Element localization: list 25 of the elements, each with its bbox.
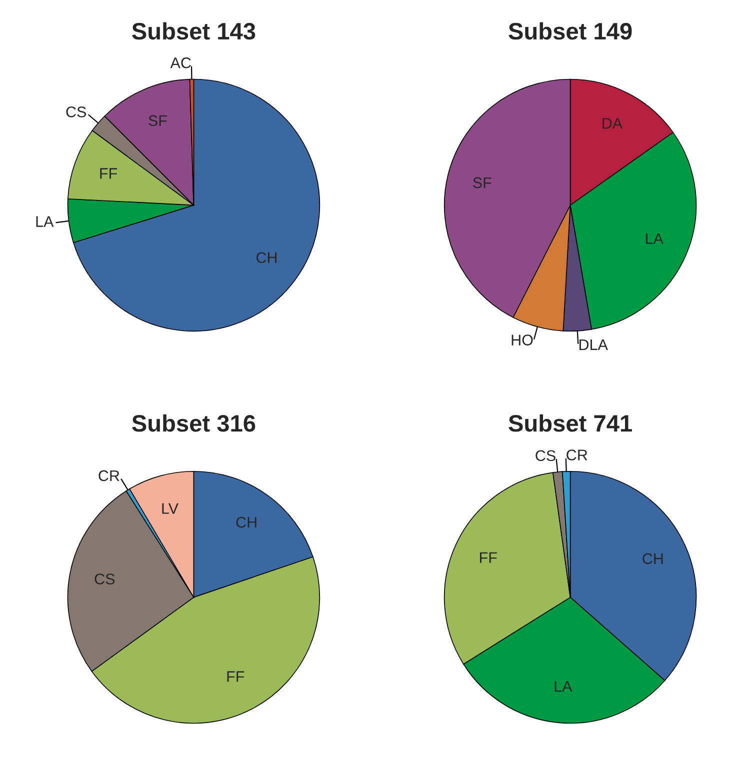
slice-label: CR xyxy=(566,450,588,460)
chart-title: Subset 316 xyxy=(132,414,256,432)
slice-label: CH xyxy=(642,553,663,564)
slice-label: CS xyxy=(94,574,115,584)
slice-label: LV xyxy=(162,503,178,514)
slice-label: LA xyxy=(646,233,664,244)
slice-label: SF xyxy=(148,115,167,126)
slice-label: AC xyxy=(170,57,191,68)
slice-label: CH xyxy=(256,252,277,264)
chart-title: Subset 149 xyxy=(508,22,632,40)
slice-label: FF xyxy=(227,671,244,682)
slice-label: DLA xyxy=(580,339,608,350)
slice-label: DA xyxy=(602,118,623,129)
slice-label: CH xyxy=(236,516,256,528)
slice-label: LA xyxy=(36,216,54,227)
chart-title: Subset 143 xyxy=(132,22,256,40)
slice-label: CS xyxy=(66,106,86,118)
slice-label: FF xyxy=(100,168,117,179)
slice-label: FF xyxy=(480,552,497,563)
slice-label: HO xyxy=(512,334,533,346)
slice-label: SF xyxy=(473,177,492,188)
slice-label: CS xyxy=(536,450,556,462)
slice-label: CR xyxy=(98,470,120,482)
slice-label: LA xyxy=(554,681,572,692)
chart-title: Subset 741 xyxy=(508,414,632,432)
